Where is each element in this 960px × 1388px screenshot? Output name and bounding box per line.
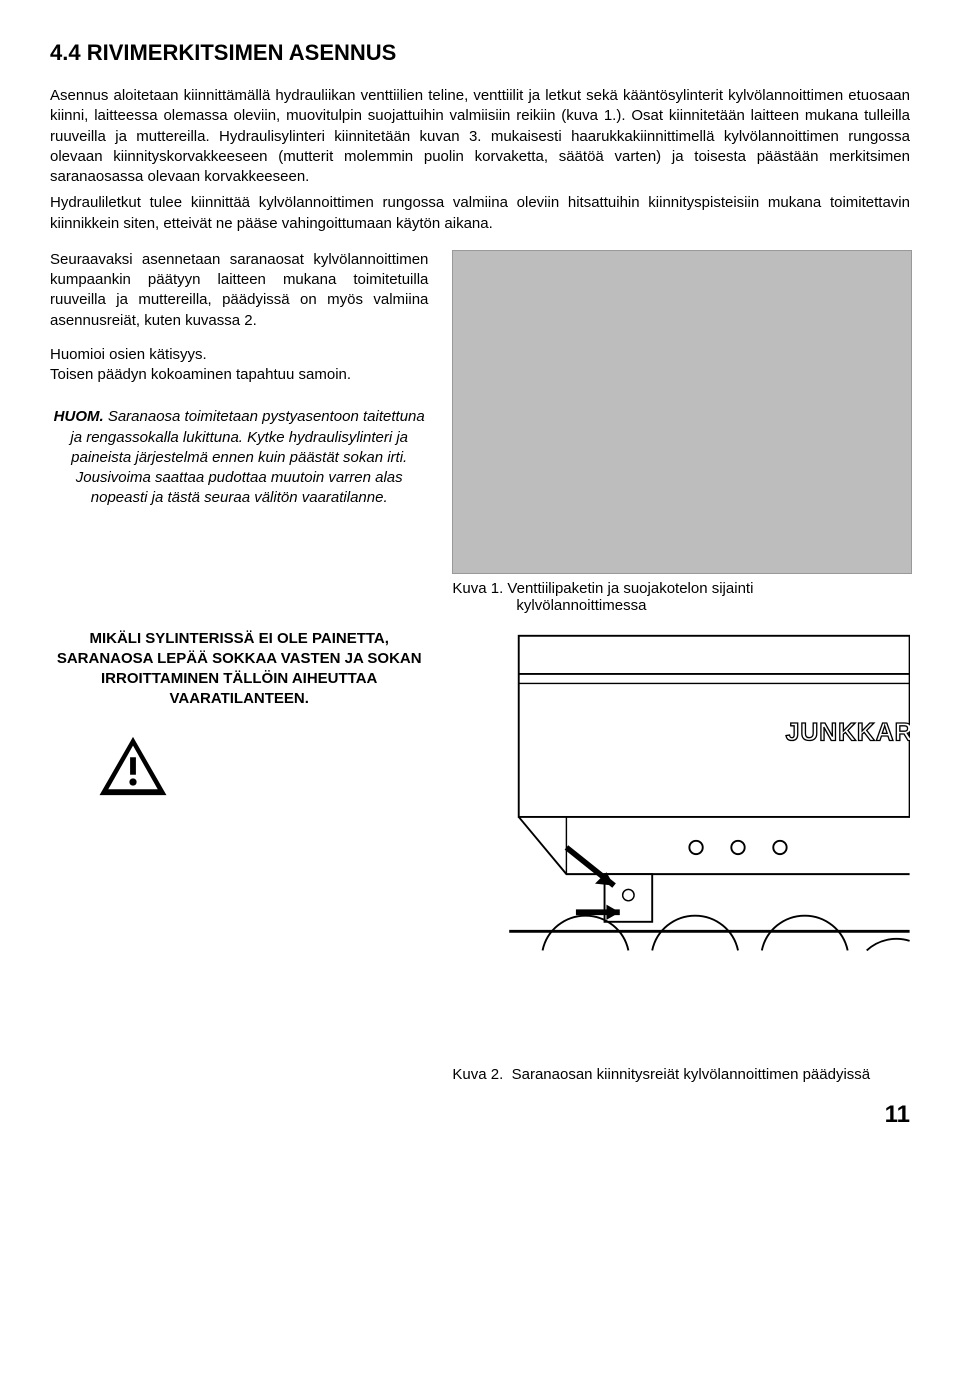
para-4b: Toisen päädyn kokoaminen tapahtuu samoin… xyxy=(50,365,428,385)
paragraph-3: Seuraavaksi asennetaan saranaosat kylvöl… xyxy=(50,250,428,331)
huom-text: Saranaosa toimitetaan pystyasentoon tait… xyxy=(70,408,424,506)
column-left: Seuraavaksi asennetaan saranaosat kylvöl… xyxy=(50,250,428,1083)
column-right: Kuva 1. Venttiilipaketin ja suojakotelon… xyxy=(452,250,910,1083)
caption-1a: Kuva 1. Venttiilipaketin ja suojakotelon… xyxy=(452,580,753,597)
caption-2a: Kuva 2. xyxy=(452,1066,503,1083)
huom-bold: HUOM. xyxy=(54,408,104,425)
handedness-note: Huomioi osien kätisyys. Toisen päädyn ko… xyxy=(50,345,428,386)
caption-1b: kylvölannoittimessa xyxy=(452,597,646,614)
paragraph-1: Asennus aloitetaan kiinnittämällä hydrau… xyxy=(50,86,910,187)
warning-triangle-icon xyxy=(96,734,170,798)
page-number: 11 xyxy=(50,1101,910,1129)
para-4a: Huomioi osien kätisyys. xyxy=(50,345,428,365)
section-heading: 4.4 RIVIMERKITSIMEN ASENNUS xyxy=(50,40,910,66)
warning-text: MIKÄLI SYLINTERISSÄ EI OLE PAINETTA, SAR… xyxy=(50,629,428,710)
figure-2-diagram: JUNKKARI xyxy=(452,616,910,1056)
junkkari-label: JUNKKARI xyxy=(786,720,910,747)
figure-1-caption: Kuva 1. Venttiilipaketin ja suojakotelon… xyxy=(452,580,910,614)
figure-1-photo xyxy=(452,250,912,574)
huom-note: HUOM. Saranaosa toimitetaan pystyasentoo… xyxy=(50,407,428,508)
caption-2b: Saranaosan kiinnitysreiät kylvölannoitti… xyxy=(512,1066,871,1083)
figure-2-caption: Kuva 2. Saranaosan kiinnitysreiät kylvöl… xyxy=(452,1066,910,1083)
paragraph-2: Hydrauliletkut tulee kiinnittää kylvölan… xyxy=(50,193,910,234)
two-column-section: Seuraavaksi asennetaan saranaosat kylvöl… xyxy=(50,250,910,1083)
